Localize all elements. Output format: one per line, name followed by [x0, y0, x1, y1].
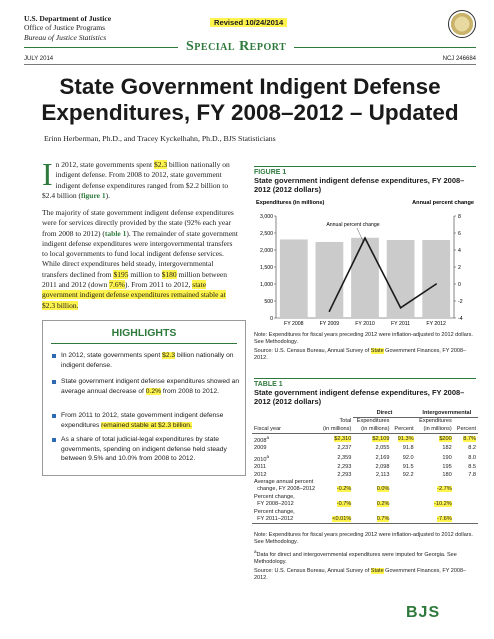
bullet-icon	[52, 414, 56, 418]
line-callout-label: Annual percent change	[326, 222, 379, 228]
percent-change-point	[435, 283, 437, 285]
body-paragraph-2: The majority of state government indigen…	[42, 208, 238, 310]
agency-bureau: Bureau of Justice Statistics	[24, 32, 107, 42]
percent-change-point	[364, 237, 366, 239]
highlight-amount: $2.3	[153, 160, 168, 169]
right-tick-label: 6	[458, 231, 461, 237]
highlights-title: HIGHLIGHTS	[111, 327, 177, 339]
callout-leader	[356, 227, 364, 242]
table-1: Direct Intergovernmental Total Expenditu…	[252, 410, 478, 524]
group-direct: Direct	[353, 410, 416, 419]
right-tick-label: -2	[458, 299, 463, 305]
highlight-item-3: From 2011 to 2012, state government indi…	[52, 411, 240, 430]
revised-badge: Revised 10/24/2014	[210, 18, 288, 27]
bullet-icon	[52, 380, 56, 384]
left-axis-title: Expenditures (in millions)	[256, 200, 325, 206]
figure-1-header: FIGURE 1 State government indigent defen…	[254, 166, 476, 194]
table-row: 2008a $2,310 $2,109 91.3% $200 8.7%	[254, 435, 476, 445]
group-intergovernmental: Intergovernmental	[415, 410, 478, 419]
x-tick-label: FY 2010	[355, 321, 375, 327]
table-note: Note: Expenditures for fiscal years prec…	[254, 532, 473, 545]
right-tick-label: 4	[458, 248, 461, 254]
bar-fy-2008	[279, 239, 308, 318]
figure-label: FIGURE 1	[254, 169, 287, 176]
highlights-rule	[51, 343, 237, 344]
table-row: 2012 2,293 2,113 92.2 180 7.8	[254, 471, 476, 478]
x-tick-label: FY 2009	[320, 321, 340, 327]
percent-change-point	[399, 307, 402, 309]
figure-1-link[interactable]: figure 1	[80, 190, 106, 200]
right-tick-label: 8	[458, 214, 461, 220]
x-tick-label: FY 2012	[426, 321, 446, 327]
table-row: 2009 2,237 2,055 91.8 182 8.2	[254, 445, 476, 452]
bar-fy-2012	[422, 240, 451, 318]
table-rule	[254, 378, 476, 379]
percent-change-point	[328, 310, 331, 312]
table-1-notes: Note: Expenditures for fiscal years prec…	[254, 532, 476, 582]
col-fiscal-year: Fiscal year	[254, 425, 282, 432]
bullet-icon	[52, 438, 56, 442]
left-tick-label: 1,500	[260, 265, 273, 271]
table-1-header: TABLE 1 State government indigent defens…	[254, 378, 476, 406]
left-tick-label: 0	[270, 316, 273, 322]
x-tick-label: FY 2008	[284, 321, 304, 327]
x-tick-label: FY 2011	[391, 321, 410, 327]
authors: Erinn Herberman, Ph.D., and Tracey Kycke…	[44, 134, 276, 143]
figure-title: State government indigent defense expend…	[254, 176, 465, 194]
figure-1-notes: Note: Expenditures for fiscal years prec…	[254, 332, 476, 362]
table-source: Source: U.S. Census Bureau, Annual Surve…	[254, 567, 467, 581]
highlight-item-2: State government indigent defense expend…	[52, 377, 240, 396]
agency-block: U.S. Department of Justice Office of Jus…	[24, 14, 111, 42]
figure-source: Source: U.S. Census Bureau, Annual Surve…	[254, 348, 467, 361]
bar-fy-2009	[315, 241, 344, 318]
left-tick-label: 2,500	[260, 231, 273, 237]
right-tick-label: 2	[458, 265, 461, 271]
table-title: State government indigent defense expend…	[254, 388, 465, 406]
agency-office: Office of Justice Programs	[24, 23, 106, 33]
table-row: 2011 2,293 2,098 91.5 195 8.5	[254, 464, 476, 471]
report-type: Special Report	[178, 39, 295, 55]
right-axis-title: Annual percent change	[412, 200, 474, 206]
right-tick-label: 0	[458, 282, 461, 288]
agency-department: U.S. Department of Justice	[24, 14, 112, 23]
report-date: JULY 2014	[24, 56, 54, 62]
right-tick-label: -4	[458, 316, 463, 322]
highlight-item-1: In 2012, state governments spent $2.3 bi…	[52, 351, 240, 370]
page-title: State Government Indigent Defense Expend…	[41, 74, 459, 125]
table-label: TABLE 1	[254, 381, 283, 388]
report-id: NCJ 246684	[442, 56, 476, 62]
percent-change-line	[328, 236, 437, 312]
figure-1-chart: Expenditures (in millions) Annual percen…	[256, 200, 474, 327]
left-tick-label: 3,000	[260, 214, 273, 220]
bar-fy-2011	[386, 240, 415, 318]
table-row: 2010a 2,359 2,169 92.0 190 8.0	[254, 453, 476, 463]
bar-fy-2010	[351, 237, 379, 318]
table-1-link[interactable]: table 1	[104, 228, 127, 238]
table-footnote: aData for direct and intergovernmental e…	[254, 549, 457, 565]
highlight-from: $195	[113, 269, 129, 279]
figure-rule	[254, 166, 476, 167]
left-tick-label: 2,000	[260, 248, 273, 254]
bjs-logo: BJS	[406, 604, 441, 621]
left-tick-label: 500	[264, 299, 273, 305]
doj-seal-icon	[448, 10, 476, 38]
highlight-to: $180	[161, 269, 177, 279]
figure-note: Note: Expenditures for fiscal years prec…	[254, 332, 473, 345]
left-tick-label: 1,000	[260, 282, 273, 288]
highlight-pct: 7.6%	[109, 280, 125, 290]
dateline-rule	[24, 64, 476, 65]
highlight-item-4: As a share of total judicial-legal expen…	[52, 435, 240, 464]
drop-cap: I	[42, 156, 53, 192]
bullet-icon	[52, 354, 56, 358]
highlights-box: HIGHLIGHTS In 2012, state governments sp…	[42, 320, 246, 476]
